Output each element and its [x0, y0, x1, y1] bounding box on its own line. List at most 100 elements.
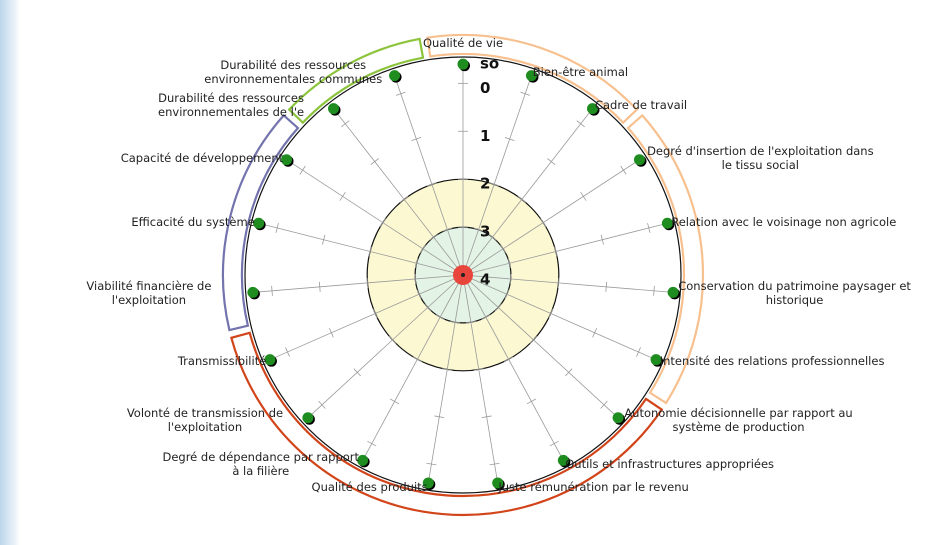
- group-arc: [287, 37, 425, 125]
- tick-mark: [473, 227, 484, 232]
- tick-mark: [390, 398, 400, 405]
- tick-mark: [540, 218, 547, 227]
- axis-label: Relation avec le voisinage non agricole: [671, 215, 897, 230]
- tick-mark: [520, 91, 531, 96]
- tick-mark: [500, 244, 507, 254]
- tick-mark: [416, 289, 422, 299]
- axis-label: Capacité de développement: [120, 150, 284, 165]
- tick-mark: [370, 158, 379, 165]
- tick-mark: [411, 137, 422, 142]
- tick-mark: [549, 440, 559, 447]
- spoke: [462, 222, 668, 276]
- spoke: [462, 274, 674, 293]
- tick-mark: [285, 347, 290, 357]
- tick-mark: [481, 314, 491, 320]
- spoke: [286, 159, 464, 276]
- axis-label: Durabilité des ressources environnementa…: [204, 57, 383, 86]
- point: [492, 477, 504, 489]
- r-tick-label: 1: [480, 127, 490, 145]
- axis-label: Efficacité du système: [131, 215, 255, 230]
- point: [247, 286, 259, 298]
- tick-mark: [547, 158, 556, 165]
- point: [650, 354, 662, 366]
- tick-mark: [592, 327, 598, 338]
- axis-label: Juste rémunération par le revenu: [498, 479, 689, 494]
- axis-label: Viabilité financière de l'exploitation: [86, 278, 212, 307]
- tick-mark: [465, 321, 476, 324]
- axis-label: Intensité des relations professionnelles: [659, 354, 885, 369]
- tick-mark: [427, 182, 437, 187]
- tick-mark: [509, 273, 512, 284]
- tick-mark: [576, 120, 585, 128]
- point: [667, 286, 679, 298]
- tick-mark: [620, 165, 627, 175]
- point: [525, 70, 537, 82]
- tick-mark: [399, 195, 409, 203]
- axis-label: Transmissibilité: [177, 354, 267, 369]
- tick-mark: [636, 347, 641, 357]
- center-point: [461, 273, 465, 277]
- tick-mark: [414, 258, 419, 269]
- tick-mark: [429, 233, 438, 241]
- tick-mark: [489, 182, 499, 187]
- tick-mark: [507, 258, 512, 269]
- tick-mark: [600, 234, 604, 245]
- point: [633, 154, 645, 166]
- point: [302, 412, 314, 424]
- tick-mark: [488, 233, 497, 241]
- r-tick-label: 4: [480, 271, 490, 289]
- axis-label: Conservation du patrimoine paysager et h…: [678, 278, 911, 307]
- tick-mark: [395, 91, 406, 96]
- tick-mark: [434, 415, 445, 418]
- point: [457, 58, 469, 70]
- tick-mark: [318, 281, 321, 292]
- tick-mark: [419, 244, 426, 254]
- tick-mark: [557, 277, 560, 288]
- tick-mark: [299, 165, 306, 175]
- axis-label: Cadre de travail: [594, 98, 688, 113]
- point: [422, 477, 434, 489]
- group-arc: [229, 331, 664, 517]
- axis-label: Degré d'insertion de l'exploitation dans…: [647, 143, 874, 172]
- spoke: [394, 75, 464, 276]
- spoke: [362, 274, 464, 461]
- tick-mark: [548, 308, 554, 319]
- spoke: [462, 75, 532, 276]
- tick-mark: [494, 303, 502, 312]
- tick-mark: [565, 368, 573, 377]
- spoke: [258, 222, 464, 276]
- tick-mark: [328, 327, 334, 338]
- axis-label: Outils et infrastructures appropriées: [565, 456, 775, 471]
- tick-mark: [379, 218, 386, 227]
- tick-mark: [504, 289, 510, 299]
- axis-label: Volonté de transmission de l'exploitatio…: [126, 406, 284, 435]
- spoke: [307, 274, 464, 419]
- tick-mark: [504, 356, 514, 363]
- axis-label: Qualité des produits: [311, 479, 428, 494]
- spoke: [462, 274, 619, 419]
- tick-mark: [526, 398, 536, 405]
- tick-mark: [368, 246, 372, 257]
- point: [357, 454, 369, 466]
- tick-mark: [442, 368, 453, 371]
- point: [389, 70, 401, 82]
- tick-mark: [435, 314, 445, 320]
- axis-label: Autonomie décisionnelle par rapport au s…: [624, 406, 853, 435]
- tick-mark: [424, 303, 432, 312]
- tick-mark: [504, 137, 515, 142]
- axis-label: Durabilité des ressources environnementa…: [158, 91, 305, 120]
- point: [661, 217, 673, 229]
- tick-mark: [450, 321, 461, 324]
- spoke: [462, 274, 499, 484]
- tick-mark: [529, 335, 538, 344]
- spoke: [462, 108, 593, 276]
- tick-mark: [388, 335, 397, 344]
- point: [328, 103, 340, 115]
- outer-circle: [244, 56, 682, 494]
- axis-label: Qualité de vie: [422, 36, 504, 51]
- point: [253, 217, 265, 229]
- tick-mark: [372, 308, 378, 319]
- spoke: [462, 274, 657, 361]
- tick-mark: [442, 227, 453, 232]
